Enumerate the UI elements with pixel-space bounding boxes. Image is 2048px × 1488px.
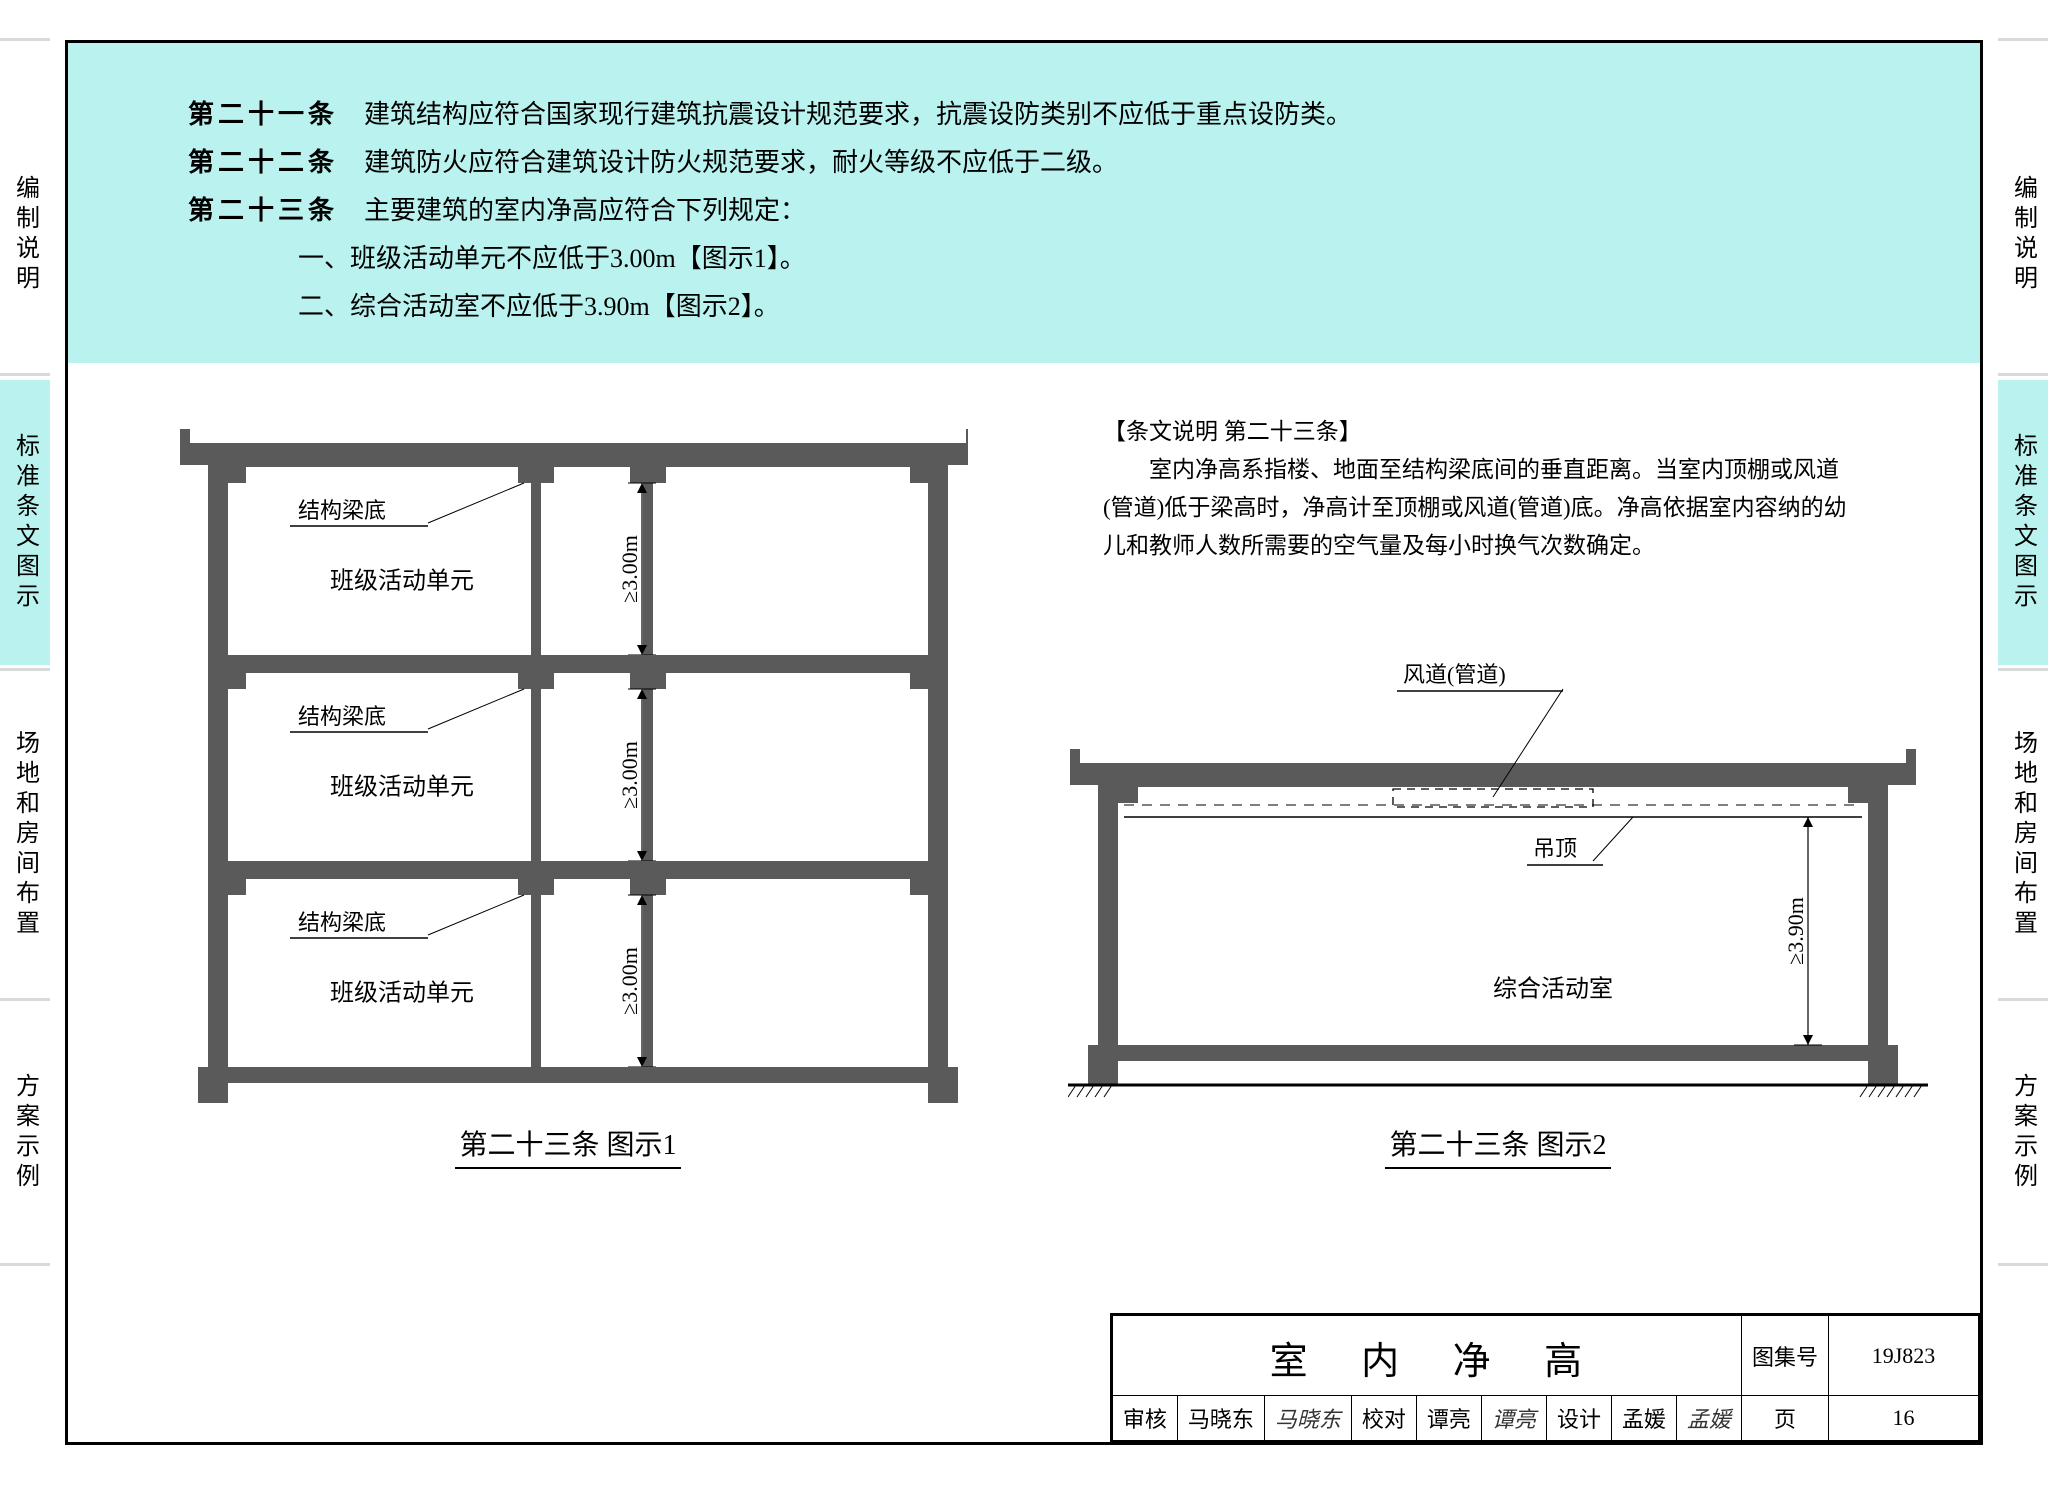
svg-text:班级活动单元: 班级活动单元 — [330, 773, 474, 800]
name-design: 孟媛 — [1611, 1396, 1676, 1441]
side-tab-compilation-notes[interactable]: 编制说明 — [0, 100, 50, 370]
sig-check: 谭亮 — [1481, 1396, 1546, 1441]
explanation-body: 室内净高系指楼、地面至结构梁底间的垂直距离。当室内顶棚或风道(管道)低于梁高时，… — [1103, 451, 1863, 565]
svg-text:结构梁底: 结构梁底 — [298, 704, 386, 729]
name-review: 马晓东 — [1177, 1396, 1264, 1441]
clause-23-text: 主要建筑的室内净高应符合下列规定： — [364, 196, 806, 225]
side-tab-compilation-notes-r[interactable]: 编制说明 — [1998, 100, 2048, 370]
svg-text:班级活动单元: 班级活动单元 — [330, 979, 474, 1006]
page-no: 16 — [1829, 1396, 1979, 1441]
svg-text:班级活动单元: 班级活动单元 — [330, 567, 474, 594]
sheet-title: 室 内 净 高 — [1112, 1316, 1741, 1396]
role-review: 审核 — [1112, 1396, 1177, 1441]
sig-design: 孟媛 — [1676, 1396, 1741, 1441]
diagram-1-caption: 第二十三条 图示1 — [455, 1123, 680, 1169]
diagram-2-svg: 风道(管道) 吊顶综合活动室 ≥3.90m — [1068, 633, 1928, 1103]
diagram-2: 风道(管道) 吊顶综合活动室 ≥3.90m 第二十三条 图示2 — [1068, 633, 1928, 1169]
svg-text:结构梁底: 结构梁底 — [298, 498, 386, 523]
clause-text-region: 第二十一条 建筑结构应符合国家现行建筑抗震设计规范要求，抗震设防类别不应低于重点… — [68, 43, 1980, 363]
page-label: 页 — [1741, 1396, 1828, 1441]
atlas-label: 图集号 — [1741, 1316, 1828, 1396]
side-tab-scheme-examples[interactable]: 方案示例 — [0, 1005, 50, 1260]
svg-text:风道(管道): 风道(管道) — [1403, 662, 1506, 687]
side-tab-site-room-layout-r[interactable]: 场地和房间布置 — [1998, 675, 2048, 995]
svg-text:≥3.00m: ≥3.00m — [617, 741, 642, 809]
clause-21-text: 建筑结构应符合国家现行建筑抗震设计规范要求，抗震设防类别不应低于重点设防类。 — [364, 100, 1352, 129]
clause-22-text: 建筑防火应符合建筑设计防火规范要求，耐火等级不应低于二级。 — [364, 148, 1118, 177]
role-design: 设计 — [1546, 1396, 1611, 1441]
role-check: 校对 — [1351, 1396, 1416, 1441]
clause-22-label: 第二十二条 — [188, 148, 338, 177]
side-tab-scheme-examples-r[interactable]: 方案示例 — [1998, 1005, 2048, 1260]
clause-21-label: 第二十一条 — [188, 100, 338, 129]
svg-text:综合活动室: 综合活动室 — [1493, 976, 1613, 1003]
clause-23-item-2: 二、综合活动室不应低于3.90m【图示2】。 — [188, 283, 1890, 331]
explanation-heading: 【条文说明 第二十三条】 — [1103, 413, 1863, 451]
side-tab-standard-illustrations[interactable]: 标准条文图示 — [0, 380, 50, 665]
svg-text:≥3.90m: ≥3.90m — [1783, 897, 1808, 965]
svg-text:结构梁底: 结构梁底 — [298, 910, 386, 935]
svg-text:≥3.00m: ≥3.00m — [617, 535, 642, 603]
svg-text:吊顶: 吊顶 — [1533, 836, 1577, 861]
clause-23-item-1: 一、班级活动单元不应低于3.00m【图示1】。 — [188, 235, 1890, 283]
name-check: 谭亮 — [1416, 1396, 1481, 1441]
drawing-frame: 第二十一条 建筑结构应符合国家现行建筑抗震设计规范要求，抗震设防类别不应低于重点… — [65, 40, 1983, 1445]
clause-explanation: 【条文说明 第二十三条】 室内净高系指楼、地面至结构梁底间的垂直距离。当室内顶棚… — [1103, 413, 1863, 565]
diagram-1-svg: 班级活动单元结构梁底≥3.00m班级活动单元结构梁底≥3.00m班级活动单元结构… — [168, 423, 968, 1103]
sig-review: 马晓东 — [1264, 1396, 1351, 1441]
svg-text:≥3.00m: ≥3.00m — [617, 947, 642, 1015]
diagram-2-caption: 第二十三条 图示2 — [1385, 1123, 1610, 1169]
title-block: 室 内 净 高 图集号 19J823 审核 马晓东 马晓东 校对 谭亮 谭亮 设… — [1110, 1313, 1982, 1444]
atlas-no: 19J823 — [1829, 1316, 1979, 1396]
side-tab-standard-illustrations-r[interactable]: 标准条文图示 — [1998, 380, 2048, 665]
clause-23-label: 第二十三条 — [188, 196, 338, 225]
side-tab-site-room-layout[interactable]: 场地和房间布置 — [0, 675, 50, 995]
diagram-1: 班级活动单元结构梁底≥3.00m班级活动单元结构梁底≥3.00m班级活动单元结构… — [168, 423, 968, 1169]
